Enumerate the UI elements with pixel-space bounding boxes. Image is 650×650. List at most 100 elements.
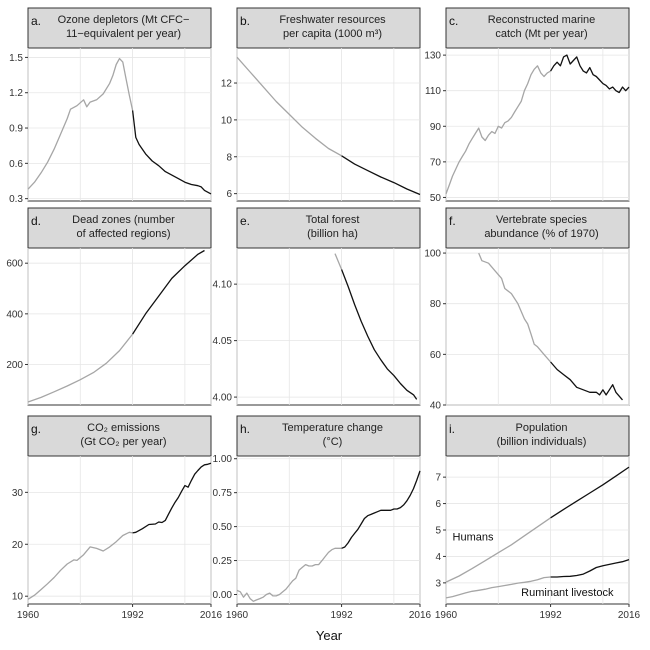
panel-letter: g. [31,422,41,436]
panel-title-line: Vertebrate species [496,214,588,226]
panel-title-line: catch (Mt per year) [495,28,587,40]
y-tick-label: 50 [430,193,442,204]
series-line-after-1992 [131,110,212,195]
plot-area [27,247,212,406]
panel-title-line: Freshwater resources [279,14,386,26]
panel-header [445,207,630,249]
x-tick-label: 1992 [330,610,353,621]
panel-header [27,207,212,249]
y-tick-label: 0.75 [213,488,233,499]
panel-title-line: Ozone depletors (Mt CFC− [58,14,190,26]
y-tick-label: 30 [12,488,24,499]
x-tick-label: 1960 [435,610,458,621]
panel-title-line: Reconstructed marine [488,14,596,26]
y-tick-label: 5 [435,526,441,537]
y-tick-label: 4.00 [213,393,233,404]
y-tick-label: 0.9 [9,124,23,135]
series-line-before-1992 [334,253,343,270]
series-line-before-1992 [445,65,551,195]
panel-letter: e. [240,214,250,228]
x-tick-label: 1960 [226,610,249,621]
series-line-after-1992 [341,470,421,549]
panel-a: Ozone depletors (Mt CFC− 11−equivalent pe… [9,7,212,205]
panel-letter: d. [31,214,41,228]
plot-area [236,47,421,202]
series-annotation: Humans [453,532,494,544]
y-tick-label: 110 [425,86,441,97]
panel-title-line: Population [516,422,568,434]
series-line-before-1992 [478,252,552,363]
panel-letter: i. [449,422,455,436]
x-tick-label: 2016 [200,610,223,621]
panel-i: Population (billion individuals) i. 3 4 5 6 7 19… [435,415,641,621]
series-annotation: Ruminant livestock [521,587,614,599]
y-tick-label: 10 [221,115,233,126]
panel-title-line: 11−equivalent per year) [66,28,181,40]
panel-header [445,415,630,457]
y-tick-label: 12 [221,79,233,90]
x-tick-label: 2016 [409,610,432,621]
panel-title-line: per capita (1000 m³) [283,28,382,40]
panel-title-line: CO₂ emissions [87,422,160,434]
x-tick-label: 1960 [17,610,40,621]
y-tick-label: 1.00 [213,454,233,465]
series-line-after-1992 [550,466,630,519]
plot-area [27,47,212,202]
panel-title-line: abundance (% of 1970) [484,228,598,240]
panel-title-line: Dead zones (number [72,214,175,226]
y-tick-label: 3 [435,578,441,589]
panel-c: Reconstructed marine catch (Mt per year) c… [424,7,630,204]
panel-title-line: (billion individuals) [497,436,587,448]
series-line-before-1992 [445,576,551,599]
panel-letter: c. [449,14,458,28]
y-tick-label: 4.05 [213,336,233,347]
panel-title-line: Total forest [306,214,360,226]
y-tick-label: 20 [12,540,24,551]
x-tick-label: 2016 [618,610,641,621]
y-tick-label: 8 [226,152,232,163]
x-tick-label: 1992 [539,610,562,621]
y-tick-label: 40 [430,401,442,412]
y-tick-label: 0.6 [9,159,23,170]
series-line-after-1992 [550,54,630,94]
y-tick-label: 7 [435,473,441,484]
y-tick-label: 0.00 [213,590,233,601]
plot-area [236,455,421,605]
panel-letter: f. [449,214,456,228]
plot-area [445,247,630,406]
series-line-before-1992 [27,531,133,600]
plot-area [445,47,630,202]
panel-letter: a. [31,14,41,28]
x-tick-label: 1992 [121,610,144,621]
series-line-before-1992 [236,56,342,157]
series-line-before-1992 [27,333,134,403]
series-line-after-1992 [340,269,418,400]
y-tick-label: 60 [430,350,442,361]
y-tick-label: 70 [430,157,442,168]
series-line-after-1992 [132,462,212,534]
panel-f: Vertebrate species abundance (% of 1970) f… [424,207,630,412]
y-tick-label: 130 [424,51,441,62]
y-tick-label: 90 [430,122,442,133]
y-tick-label: 100 [424,249,441,260]
y-tick-label: 400 [6,309,23,320]
y-tick-label: 200 [6,360,23,371]
panel-title-line: (Gt CO₂ per year) [80,436,166,448]
series-line-after-1992 [550,558,630,578]
series-line-before-1992 [445,517,551,583]
series-line-after-1992 [550,361,623,401]
y-tick-label: 6 [435,499,441,510]
panel-h: Temperature change (°C) h. 0.00 0.25 0.50 0.75… [213,415,432,621]
y-tick-label: 80 [430,299,442,310]
y-tick-label: 1.2 [9,88,23,99]
series-line-before-1992 [27,57,134,190]
panel-header [27,7,212,49]
series-line-before-1992 [236,547,342,602]
y-tick-label: 0.25 [213,556,233,567]
panel-title-line: of affected regions) [77,228,171,240]
plot-area [236,247,421,406]
y-tick-label: 0.50 [213,522,233,533]
y-tick-label: 0.3 [9,194,23,205]
panel-header [27,415,212,457]
